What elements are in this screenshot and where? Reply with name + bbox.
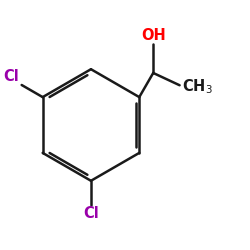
Text: Cl: Cl bbox=[4, 69, 19, 84]
Text: Cl: Cl bbox=[83, 206, 99, 221]
Text: OH: OH bbox=[141, 28, 166, 43]
Text: CH$_3$: CH$_3$ bbox=[182, 77, 213, 96]
